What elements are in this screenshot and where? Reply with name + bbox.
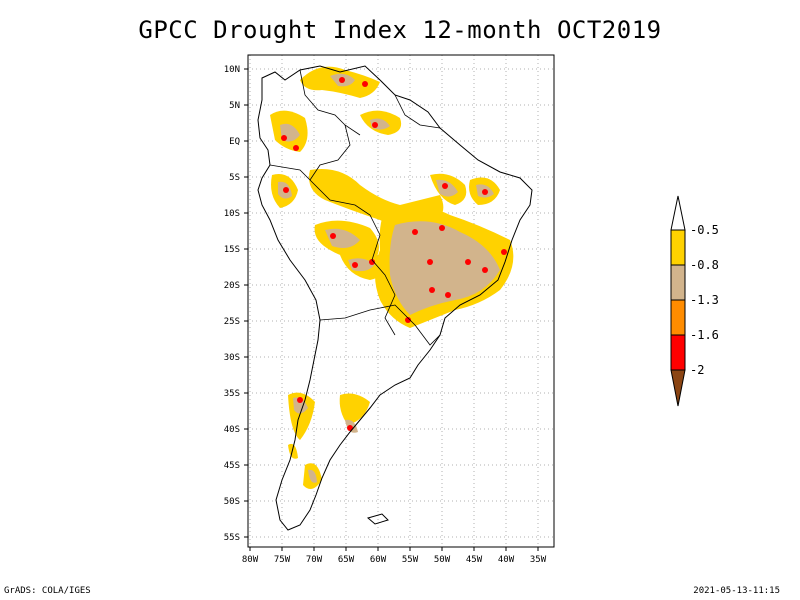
colorbar-label: -1.3	[690, 293, 719, 307]
colorbar-label: -1.6	[690, 328, 719, 342]
lat-label: 15S	[224, 245, 240, 255]
islands	[366, 513, 389, 525]
lon-ticks	[249, 547, 539, 551]
colorbar-bottom-arrow	[670, 369, 686, 407]
lat-ticks	[244, 68, 248, 538]
lat-label: 25S	[224, 317, 240, 327]
lon-label: 80W	[242, 555, 259, 565]
map-title: GPCC Drought Index 12-month OCT2019	[138, 16, 662, 44]
coastline	[257, 65, 533, 531]
lat-label: 20S	[224, 281, 240, 291]
lon-label: 60W	[370, 555, 387, 565]
lon-label: 45W	[466, 555, 483, 565]
drought-shading	[270, 66, 514, 489]
country-borders	[269, 69, 441, 346]
lat-label: 40S	[224, 425, 240, 435]
lon-label: 50W	[434, 555, 451, 565]
lat-label: EQ	[229, 137, 240, 147]
lon-label: 65W	[338, 555, 355, 565]
lat-label: 45S	[224, 461, 240, 471]
colorbar-top-arrow	[670, 195, 686, 231]
footer-timestamp: 2021-05-13-11:15	[693, 586, 780, 596]
colorbar: -0.5 -0.8 -1.3 -1.6 -2	[670, 195, 719, 407]
lat-label: 50S	[224, 497, 240, 507]
map-frame	[247, 54, 555, 548]
colorbar-segment	[670, 229, 686, 266]
lat-label: 10N	[224, 65, 240, 75]
lon-label: 40W	[498, 555, 515, 565]
colorbar-label: -0.8	[690, 258, 719, 272]
lat-label: 55S	[224, 533, 240, 543]
lat-label: 10S	[224, 209, 240, 219]
colorbar-label: -2	[690, 363, 704, 377]
lat-label: 30S	[224, 353, 240, 363]
lat-label: 35S	[224, 389, 240, 399]
colorbar-segment	[670, 334, 686, 371]
lat-labels: 10N 5N EQ 5S 10S 15S 20S 25S 30S 35S 40S…	[224, 65, 240, 543]
lon-label: 35W	[530, 555, 547, 565]
colorbar-segment	[670, 299, 686, 336]
lon-label: 75W	[274, 555, 291, 565]
colorbar-segment	[670, 264, 686, 301]
footer-credit: GrADS: COLA/IGES	[4, 586, 91, 596]
lat-label: 5S	[229, 173, 240, 183]
lon-label: 70W	[306, 555, 323, 565]
lat-label: 5N	[229, 101, 240, 111]
colorbar-label: -0.5	[690, 223, 719, 237]
lon-label: 55W	[402, 555, 419, 565]
lon-labels: 80W 75W 70W 65W 60W 55W 50W 45W 40W 35W	[242, 555, 547, 565]
